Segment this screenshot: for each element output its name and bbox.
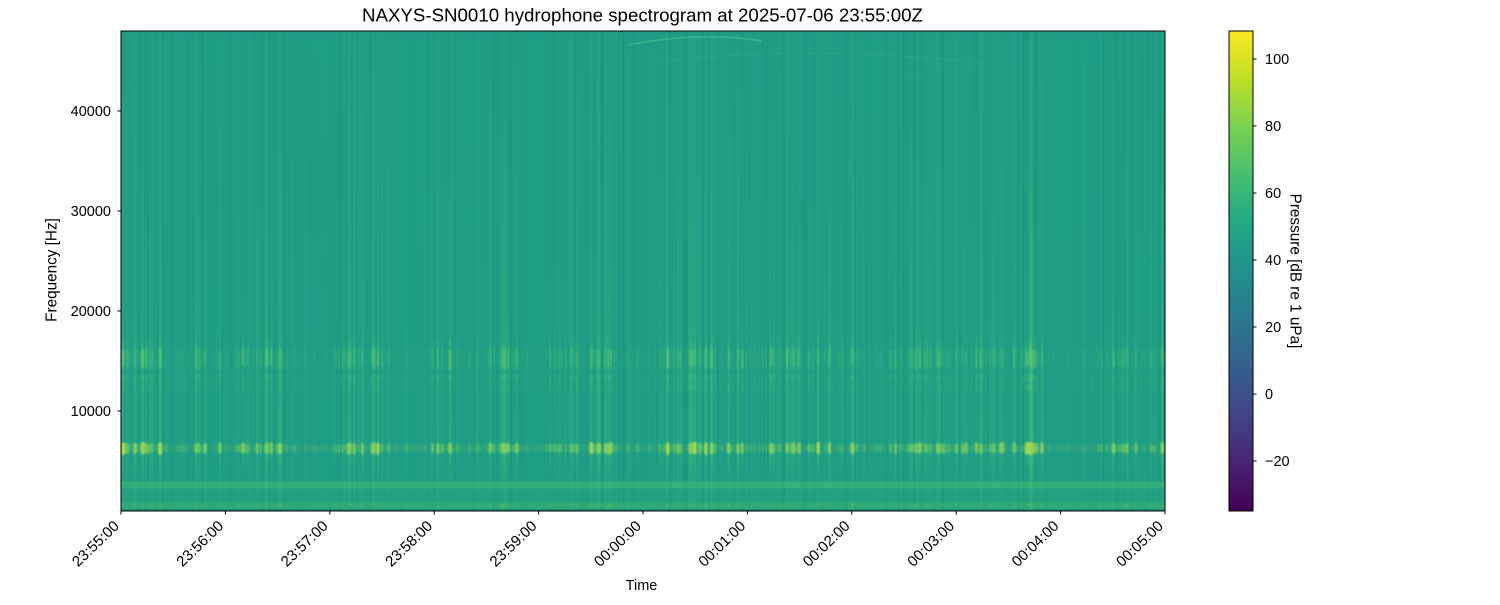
svg-text:−20: −20 (1265, 454, 1290, 470)
svg-text:40: 40 (1265, 253, 1281, 269)
svg-text:10000: 10000 (71, 404, 111, 420)
svg-text:Time: Time (626, 578, 658, 594)
svg-text:100: 100 (1265, 52, 1289, 68)
svg-text:20: 20 (1265, 320, 1281, 336)
svg-text:Frequency [Hz]: Frequency [Hz] (44, 218, 61, 322)
svg-text:NAXYS-SN0010 hydrophone spectr: NAXYS-SN0010 hydrophone spectrogram at 2… (362, 5, 923, 26)
svg-text:40000: 40000 (71, 104, 111, 120)
svg-text:60: 60 (1265, 186, 1281, 202)
svg-text:20000: 20000 (71, 304, 111, 320)
svg-text:80: 80 (1265, 119, 1281, 135)
svg-text:Pressure [dB re 1 uPa]: Pressure [dB re 1 uPa] (1287, 194, 1304, 349)
svg-text:0: 0 (1265, 387, 1273, 403)
svg-text:30000: 30000 (71, 204, 111, 220)
